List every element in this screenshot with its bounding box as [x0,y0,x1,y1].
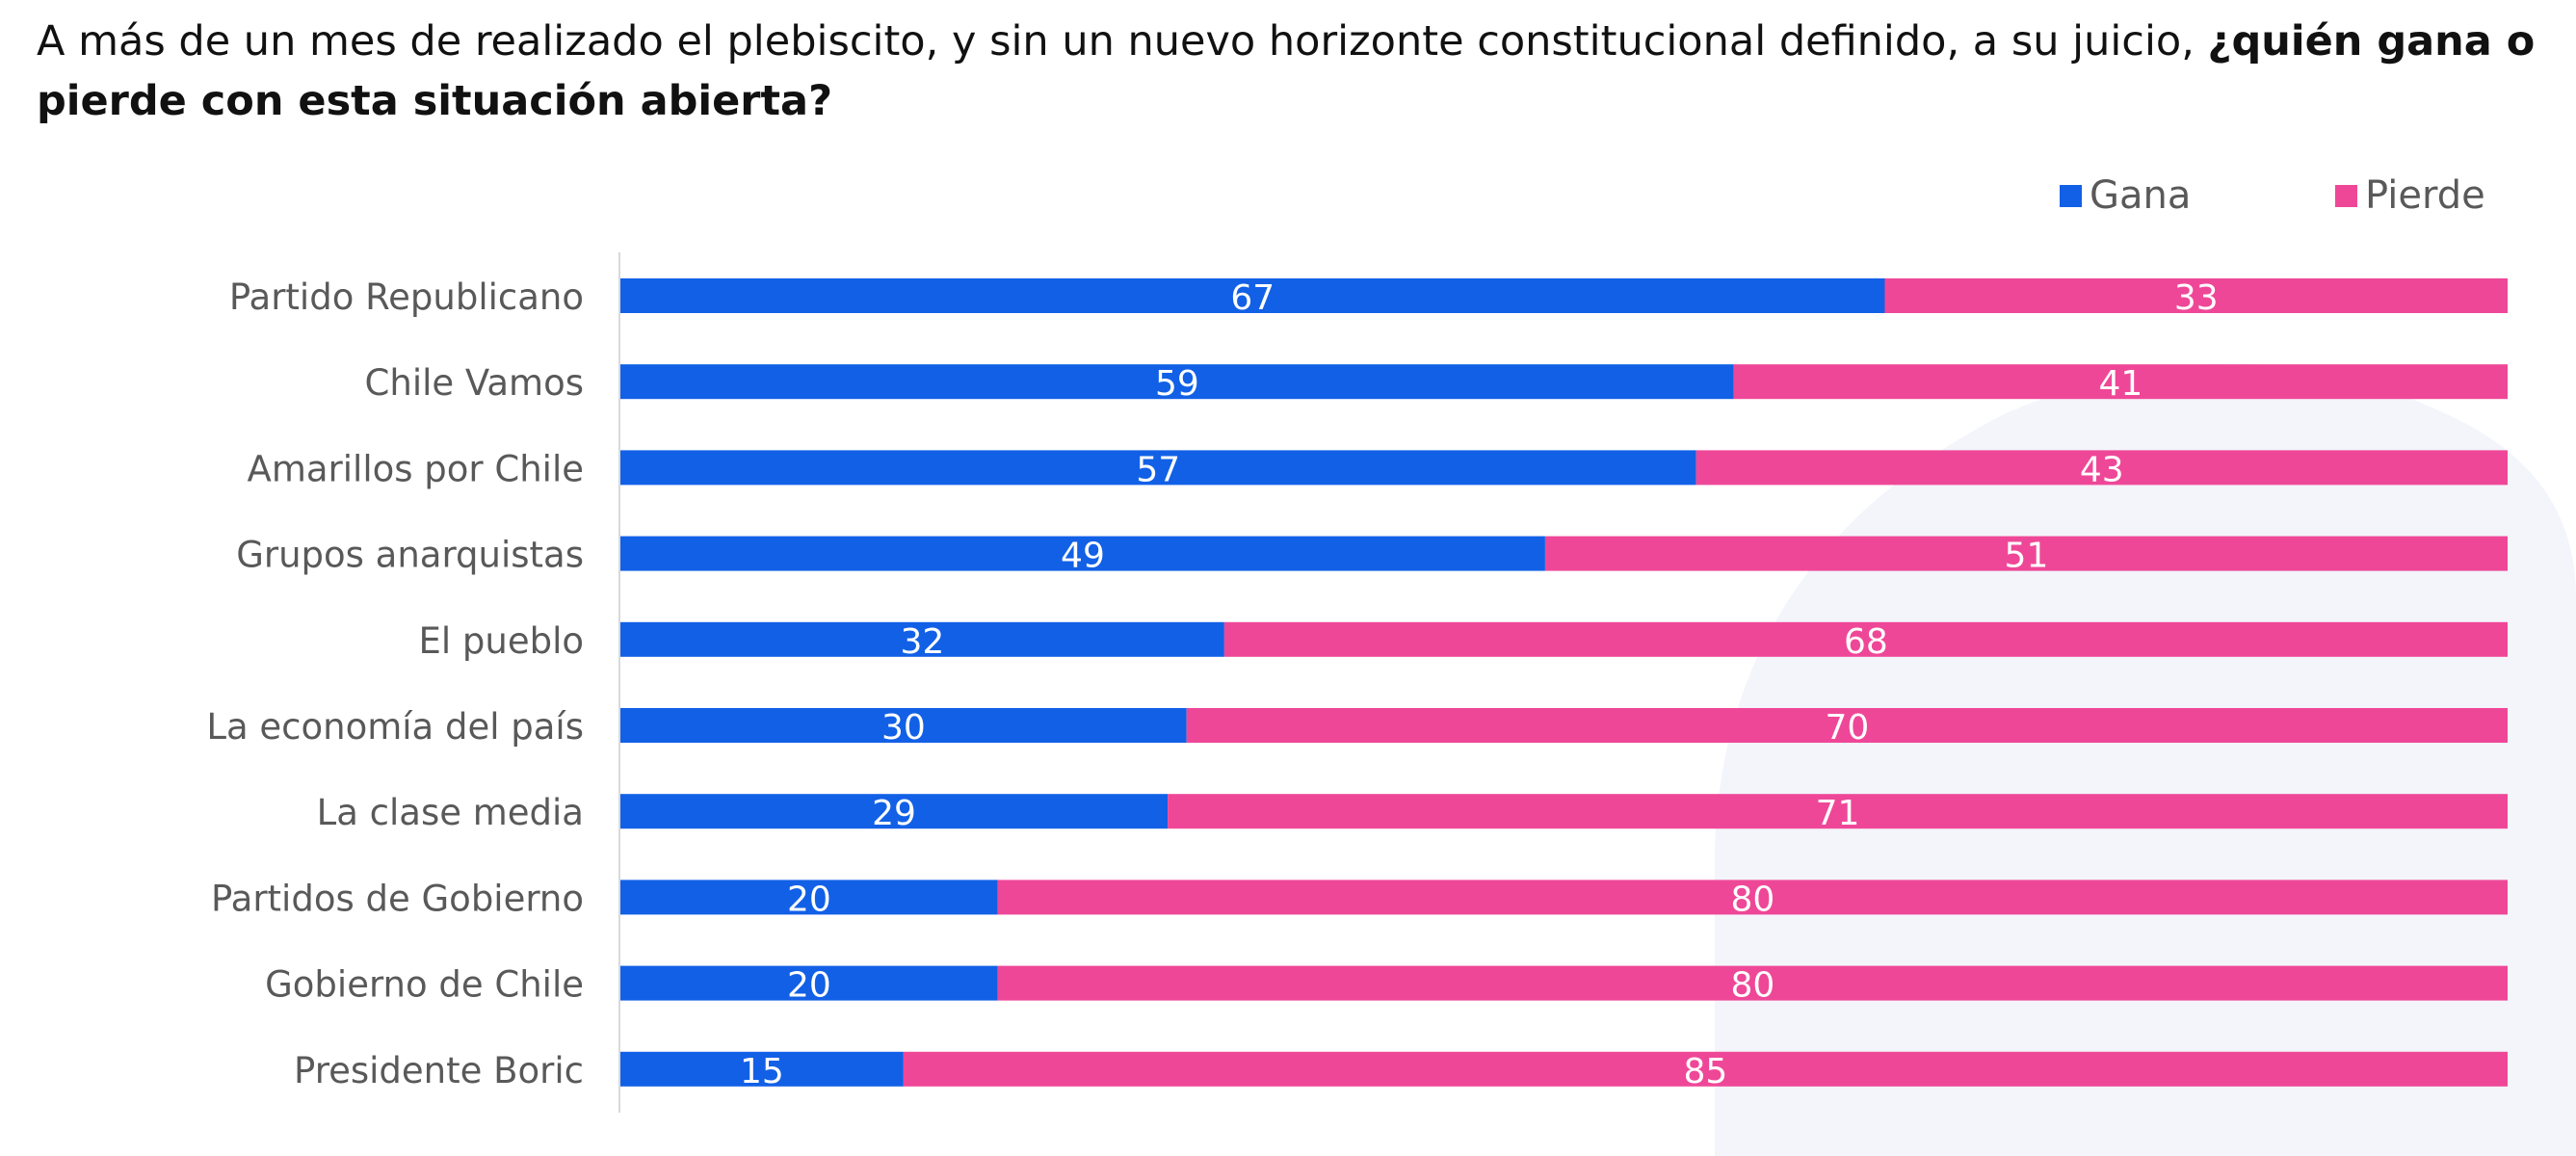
bar-row: Amarillos por Chile 57 43 [248,448,2508,489]
bar-row: Presidente Boric 15 85 [294,1050,2508,1091]
bar-segment-gana [620,278,1885,313]
category-label: Partidos de Gobierno [211,878,584,919]
legend-item-gana: Gana [2060,169,2191,223]
bar-segment-pierde [997,965,2508,1001]
bar-segment-gana [620,794,1169,829]
legend-label-gana: Gana [2090,173,2192,218]
data-label-gana: 49 [1061,537,1105,576]
bar-segment-pierde [1695,450,2508,486]
data-label-pierde: 80 [1730,966,1774,1006]
bar-row: Gobierno de Chile 20 80 [265,964,2508,1006]
bar-row: Partidos de Gobierno 20 80 [211,878,2508,919]
bar-segment-pierde [903,1051,2508,1087]
category-label: El pueblo [418,620,584,662]
bar-segment-pierde [1223,621,2508,657]
question-emphasis: ¿quién gana o pierde con esta situación … [37,17,2536,125]
bar-row: Grupos anarquistas 49 51 [236,535,2508,576]
bar-row: Partido Republicano 67 33 [229,276,2508,318]
bar-segment-gana [620,450,1696,486]
bar-segment-gana [620,965,998,1001]
legend-label-pierde: Pierde [2365,173,2485,218]
bar-segment-gana [620,536,1545,571]
data-label-gana: 20 [787,880,831,919]
bar-row: Chile Vamos 59 41 [365,362,2508,404]
data-label-gana: 57 [1136,450,1180,489]
bar-segment-pierde [1544,536,2508,571]
data-label-pierde: 70 [1825,708,1869,748]
bar-segment-pierde [1733,364,2508,400]
data-label-gana: 20 [787,966,831,1006]
data-label-pierde: 80 [1730,880,1774,919]
question-title: A más de un mes de realizado el plebisci… [37,12,2541,131]
category-label: Gobierno de Chile [265,964,584,1006]
data-label-pierde: 43 [2080,450,2124,489]
bar-segment-gana [620,708,1187,743]
bar-segment-pierde [1168,794,2508,829]
bar-segment-gana [620,364,1734,400]
bar-segment-pierde [1186,708,2508,743]
bar-segment-gana [620,621,1224,657]
data-label-gana: 29 [872,794,916,833]
question-text: A más de un mes de realizado el plebisci… [37,17,2208,66]
bar-segment-pierde [997,880,2508,915]
data-label-pierde: 85 [1684,1052,1728,1091]
category-label: La clase media [317,792,584,833]
category-label: La economía del país [206,706,584,748]
category-label: Presidente Boric [294,1050,584,1091]
data-label-pierde: 33 [2174,278,2219,318]
data-label-pierde: 71 [1816,794,1860,833]
data-label-gana: 30 [881,708,926,748]
legend: Gana Pierde [2060,169,2541,223]
legend-item-pierde: Pierde [2335,169,2485,223]
bar-row: El pueblo 32 68 [418,620,2508,662]
bar-segment-gana [620,1051,904,1087]
data-label-gana: 59 [1155,364,1199,404]
data-label-pierde: 51 [2005,537,2049,576]
data-label-gana: 67 [1230,278,1275,318]
category-label: Chile Vamos [365,362,584,404]
legend-swatch-pierde [2335,184,2357,207]
category-label: Partido Republicano [229,276,584,318]
data-label-gana: 32 [901,622,945,662]
category-label: Amarillos por Chile [248,448,584,489]
bar-segment-pierde [1884,278,2508,313]
data-label-pierde: 68 [1844,622,1888,662]
bar-row: La economía del país 30 70 [206,706,2508,748]
data-label-pierde: 41 [2098,364,2142,404]
category-label: Grupos anarquistas [236,535,584,576]
data-label-gana: 15 [740,1052,784,1091]
legend-swatch-gana [2060,184,2082,207]
bar-segment-gana [620,880,998,915]
bar-row: La clase media 29 71 [317,792,2508,833]
